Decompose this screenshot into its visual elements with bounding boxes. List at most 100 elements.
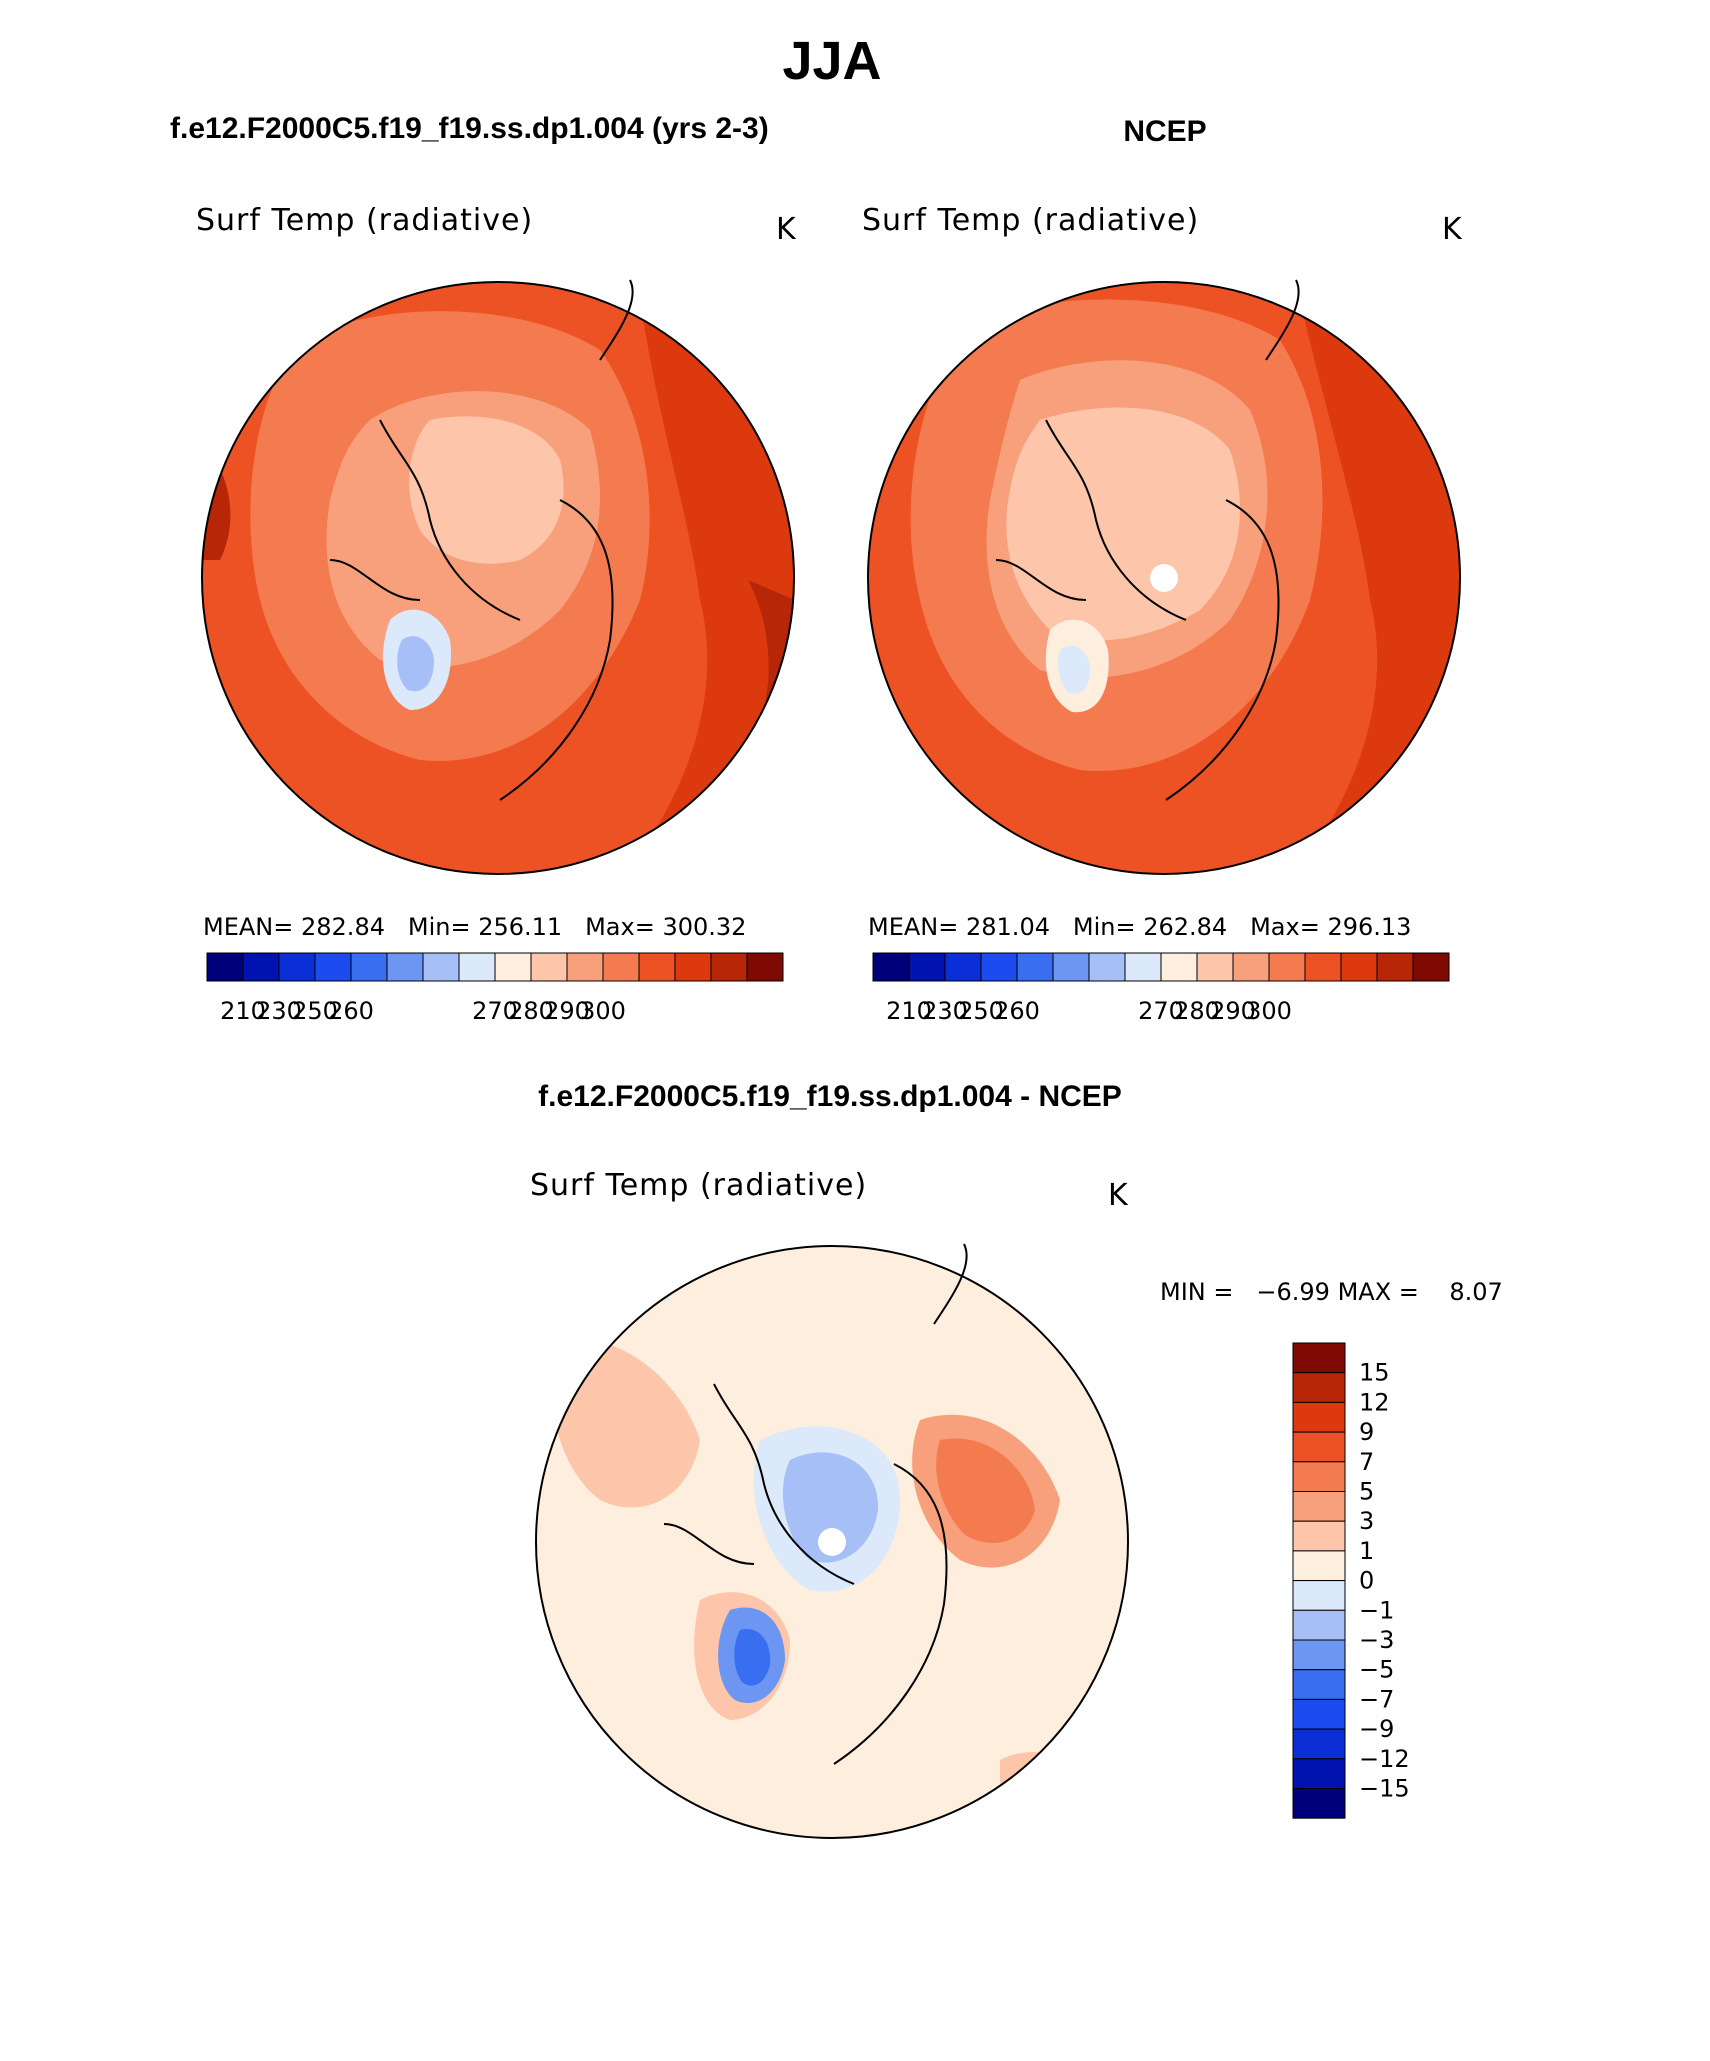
colorbar-bin — [602, 952, 640, 982]
colorbar-tick-label: 210 — [886, 997, 932, 1025]
colorbar-bin — [1196, 952, 1234, 982]
colorbar-bin — [1232, 952, 1270, 982]
field-greenland-250 — [397, 636, 434, 692]
colorbar-bin — [1292, 1639, 1346, 1671]
mean-value: 282.84 — [301, 913, 385, 941]
panel-3-title: f.e12.F2000C5.f19_f19.ss.dp1.004 - NCEP — [538, 1080, 1122, 1113]
colorbar-bin — [530, 952, 568, 982]
field-greenland-260 — [1058, 645, 1090, 694]
colorbar-bin — [1292, 1491, 1346, 1522]
colorbar-bin — [638, 952, 676, 982]
colorbar-tick-label: 3 — [1359, 1507, 1374, 1535]
map-2-border — [867, 281, 1461, 875]
map-3-border — [535, 1245, 1129, 1839]
colorbar-bin — [1340, 952, 1378, 982]
colorbar-bin — [980, 952, 1018, 982]
field-pos-3 — [552, 1338, 700, 1508]
colorbar-bin — [1124, 952, 1162, 982]
mean-label: MEAN= — [203, 913, 294, 941]
colorbar-bin — [1376, 952, 1414, 982]
panel-2-units: K — [1442, 212, 1462, 247]
colorbar-bin — [1304, 952, 1342, 982]
mean-value: 281.04 — [966, 913, 1050, 941]
panel-2-stats: MEAN= 281.04 Min= 262.84 Max= 296.13 — [868, 913, 1411, 941]
min-value: 262.84 — [1143, 913, 1228, 941]
colorbar-tick-label: −1 — [1359, 1596, 1394, 1624]
colorbar-tick-label: 230 — [256, 997, 302, 1025]
colorbar-bin — [1292, 1609, 1346, 1641]
colorbar-bin — [1292, 1401, 1346, 1433]
panel-2-title: NCEP — [1123, 115, 1207, 148]
colorbar-tick-label: 210 — [220, 997, 266, 1025]
colorbar-bin — [872, 952, 910, 982]
colorbar-bin — [1292, 1758, 1346, 1790]
colorbar-bin — [314, 952, 352, 982]
colorbar-bin — [350, 952, 388, 982]
colorbar-bin — [566, 952, 604, 982]
colorbar-tick-label: 9 — [1359, 1418, 1374, 1446]
colorbar-bin — [1292, 1728, 1346, 1760]
colorbar-bin — [1412, 952, 1450, 982]
colorbar-bin — [278, 952, 316, 982]
colorbar-bin — [1292, 1788, 1346, 1819]
pole-hole — [818, 1528, 846, 1556]
panel-1-title: f.e12.F2000C5.f19_f19.ss.dp1.004 (yrs 2-… — [170, 112, 769, 145]
colorbar-bin — [944, 952, 982, 982]
colorbar-tick-label: 7 — [1359, 1448, 1374, 1476]
map-1-border — [201, 281, 795, 875]
colorbar-bin — [1160, 952, 1198, 982]
colorbar-bin — [422, 952, 460, 982]
min-label: Min= — [407, 913, 471, 941]
coastlines — [995, 279, 1300, 801]
colorbar-bin — [1292, 1550, 1346, 1582]
colorbar-tick-label: 290 — [1210, 997, 1256, 1025]
panel-1-stats: MEAN= 282.84 Min= 256.11 Max= 300.32 — [203, 913, 746, 941]
colorbar-bin — [1292, 1461, 1346, 1493]
colorbar-tick-label: 280 — [508, 997, 554, 1025]
colorbar-tick-label: −15 — [1359, 1775, 1410, 1803]
colorbar-tick-label: −3 — [1359, 1626, 1394, 1654]
field-pos-3-south — [1000, 1751, 1090, 1820]
colorbar-tick-label: −5 — [1359, 1656, 1394, 1684]
figure-title: JJA — [782, 31, 882, 91]
colorbar-bin — [1292, 1431, 1346, 1463]
min-label: Min= — [1072, 913, 1136, 941]
min-value: 256.11 — [478, 913, 563, 941]
colorbar-bin — [1292, 1372, 1346, 1403]
colorbar-tick-label: 270 — [472, 997, 518, 1025]
min-value: −6.99 — [1256, 1278, 1330, 1306]
colorbar-tick-label: 300 — [580, 997, 626, 1025]
colorbar-bin — [1292, 1698, 1346, 1730]
colorbar-tick-label: 260 — [994, 997, 1040, 1025]
colorbar-bin — [710, 952, 748, 982]
map-1-model — [201, 279, 795, 875]
min-label: MIN = — [1160, 1278, 1234, 1306]
colorbar-bin — [908, 952, 946, 982]
map-2-ncep — [867, 279, 1461, 875]
panel-1-units: K — [776, 212, 796, 247]
field-270 — [409, 416, 564, 564]
field-neg-3 — [782, 1452, 879, 1563]
pole-hole — [1150, 564, 1178, 592]
colorbar-bin — [674, 952, 712, 982]
colorbar-bin — [1292, 1520, 1346, 1552]
colorbar-tick-label: 260 — [328, 997, 374, 1025]
mean-label: MEAN= — [868, 913, 959, 941]
colorbar-bin — [1292, 1669, 1346, 1700]
colorbar-bin — [1016, 952, 1054, 982]
colorbar-tick-label: 15 — [1359, 1359, 1390, 1387]
max-label: MAX = — [1337, 1278, 1419, 1306]
max-label: Max= — [585, 913, 655, 941]
field-neg-7 — [734, 1629, 771, 1686]
colorbar-tick-label: −9 — [1359, 1715, 1394, 1743]
coastlines — [663, 1243, 968, 1765]
colorbar-bin — [1052, 952, 1090, 982]
colorbar-tick-label: 250 — [958, 997, 1004, 1025]
colorbar-bin — [1088, 952, 1126, 982]
colorbar-tick-label: 250 — [292, 997, 338, 1025]
colorbar-bin — [206, 952, 244, 982]
